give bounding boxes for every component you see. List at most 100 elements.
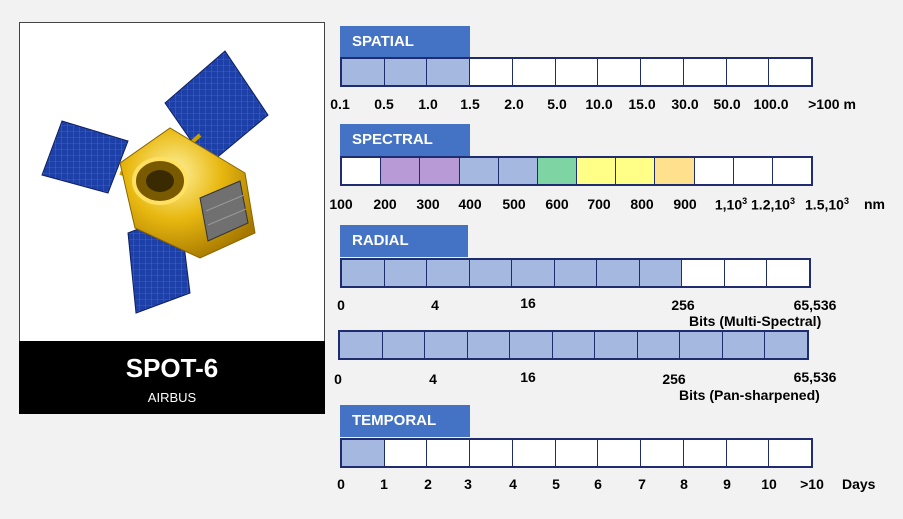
tick-label: 700: [587, 196, 611, 212]
bar-cell: [577, 158, 617, 184]
bar-cell: [512, 59, 556, 85]
bar-cell: [382, 332, 426, 358]
bar-cell: [769, 59, 812, 85]
satellite-illustration: [41, 50, 269, 314]
bar-cell: [384, 440, 428, 466]
bar-cell: [639, 260, 683, 286]
tick-label: 3: [464, 476, 472, 492]
bar-cell: [598, 440, 642, 466]
tick-label-base: 1.5,10: [805, 196, 844, 213]
bar-cell: [694, 158, 734, 184]
tick-label: 6: [594, 476, 602, 492]
radial-pansharpened-caption: Bits (Pan-sharpened): [679, 387, 820, 403]
spectral-band-bar: [340, 156, 813, 186]
bar-cell: [726, 440, 770, 466]
bar-cell: [498, 158, 538, 184]
bar-cell: [733, 158, 773, 184]
radial-multispectral-bar: [340, 258, 811, 288]
tick-label: 1.2,103: [751, 196, 795, 213]
bar-cell: [512, 260, 555, 286]
bar-cell: [655, 158, 695, 184]
temporal-unit: Days: [842, 476, 876, 492]
tick-label: 900: [673, 196, 697, 212]
tick-label: 256: [662, 371, 686, 387]
tick-label: 5.0: [547, 96, 567, 112]
tick-label: 16: [520, 369, 536, 385]
bar-cell: [641, 59, 684, 85]
bar-cell: [641, 440, 684, 466]
tick-label: 600: [545, 196, 569, 212]
bar-cell: [616, 158, 656, 184]
tick-label-exponent: 3: [742, 196, 748, 206]
tick-label: 1,103: [715, 196, 747, 213]
tick-label: 10.0: [585, 96, 613, 112]
bar-cell: [342, 59, 385, 85]
bar-cell: [637, 332, 681, 358]
tick-label: 50.0: [713, 96, 741, 112]
tick-label: 10: [761, 476, 777, 492]
bar-cell: [470, 440, 513, 466]
bar-cell: [342, 260, 385, 286]
spectral-header: SPECTRAL: [340, 124, 470, 156]
solar-panel-left: [41, 120, 129, 194]
bar-cell: [342, 440, 385, 466]
tick-label: 65,536: [793, 297, 837, 313]
tick-label: 4: [509, 476, 517, 492]
bar-cell: [340, 332, 383, 358]
tick-label-base: 1.2,10: [751, 196, 790, 213]
satellite-name: SPOT-6: [125, 353, 219, 383]
bar-cell: [726, 59, 770, 85]
bar-cell: [772, 158, 812, 184]
bar-cell: [555, 440, 599, 466]
bar-cell: [724, 260, 768, 286]
bar-cell: [769, 440, 812, 466]
tick-label-exponent: 3: [789, 196, 795, 206]
tick-label-exponent: 3: [843, 196, 849, 206]
tick-label: 800: [630, 196, 654, 212]
tick-label: 7: [638, 476, 646, 492]
tick-label: >10: [800, 476, 824, 492]
bar-cell: [512, 440, 556, 466]
tick-label: 0: [334, 371, 342, 387]
tick-label: 500: [502, 196, 526, 212]
tick-label: 16: [520, 295, 536, 311]
bar-cell: [767, 260, 810, 286]
bar-cell: [552, 332, 596, 358]
bar-cell: [537, 158, 578, 184]
temporal-header: TEMPORAL: [340, 405, 470, 437]
bar-cell: [384, 260, 428, 286]
bar-cell: [427, 440, 471, 466]
tick-label: 30.0: [671, 96, 699, 112]
bar-cell: [384, 59, 428, 85]
tick-label: 1.5: [460, 96, 480, 112]
bar-cell: [420, 158, 460, 184]
tick-label: 100.0: [753, 96, 789, 112]
bar-cell: [595, 332, 638, 358]
bar-cell: [765, 332, 808, 358]
bar-cell: [470, 59, 513, 85]
bar-cell: [427, 260, 470, 286]
bar-cell: [722, 332, 766, 358]
spectral-unit: nm: [864, 196, 885, 212]
tick-label: 15.0: [628, 96, 656, 112]
tick-label: 9: [723, 476, 731, 492]
spatial-resolution-bar: [340, 57, 813, 87]
tick-label: 1.0: [418, 96, 438, 112]
bar-cell: [598, 59, 642, 85]
bar-cell: [427, 59, 471, 85]
tick-label: 2: [424, 476, 432, 492]
bar-cell: [682, 260, 725, 286]
radial-multispectral-caption: Bits (Multi-Spectral): [689, 313, 822, 329]
tick-label: 5: [552, 476, 560, 492]
tick-label: 65,536: [793, 369, 837, 385]
tick-label: 4: [431, 297, 439, 313]
bar-cell: [555, 59, 599, 85]
tick-label: >100 m: [808, 96, 856, 112]
temporal-revisit-bar: [340, 438, 813, 468]
bar-cell: [342, 158, 382, 184]
tick-label: 300: [416, 196, 440, 212]
radial-header: RADIAL: [340, 225, 468, 257]
bar-cell: [425, 332, 468, 358]
satellite-caption: SPOT-6 AIRBUS: [19, 341, 325, 414]
tick-label: 4: [429, 371, 437, 387]
